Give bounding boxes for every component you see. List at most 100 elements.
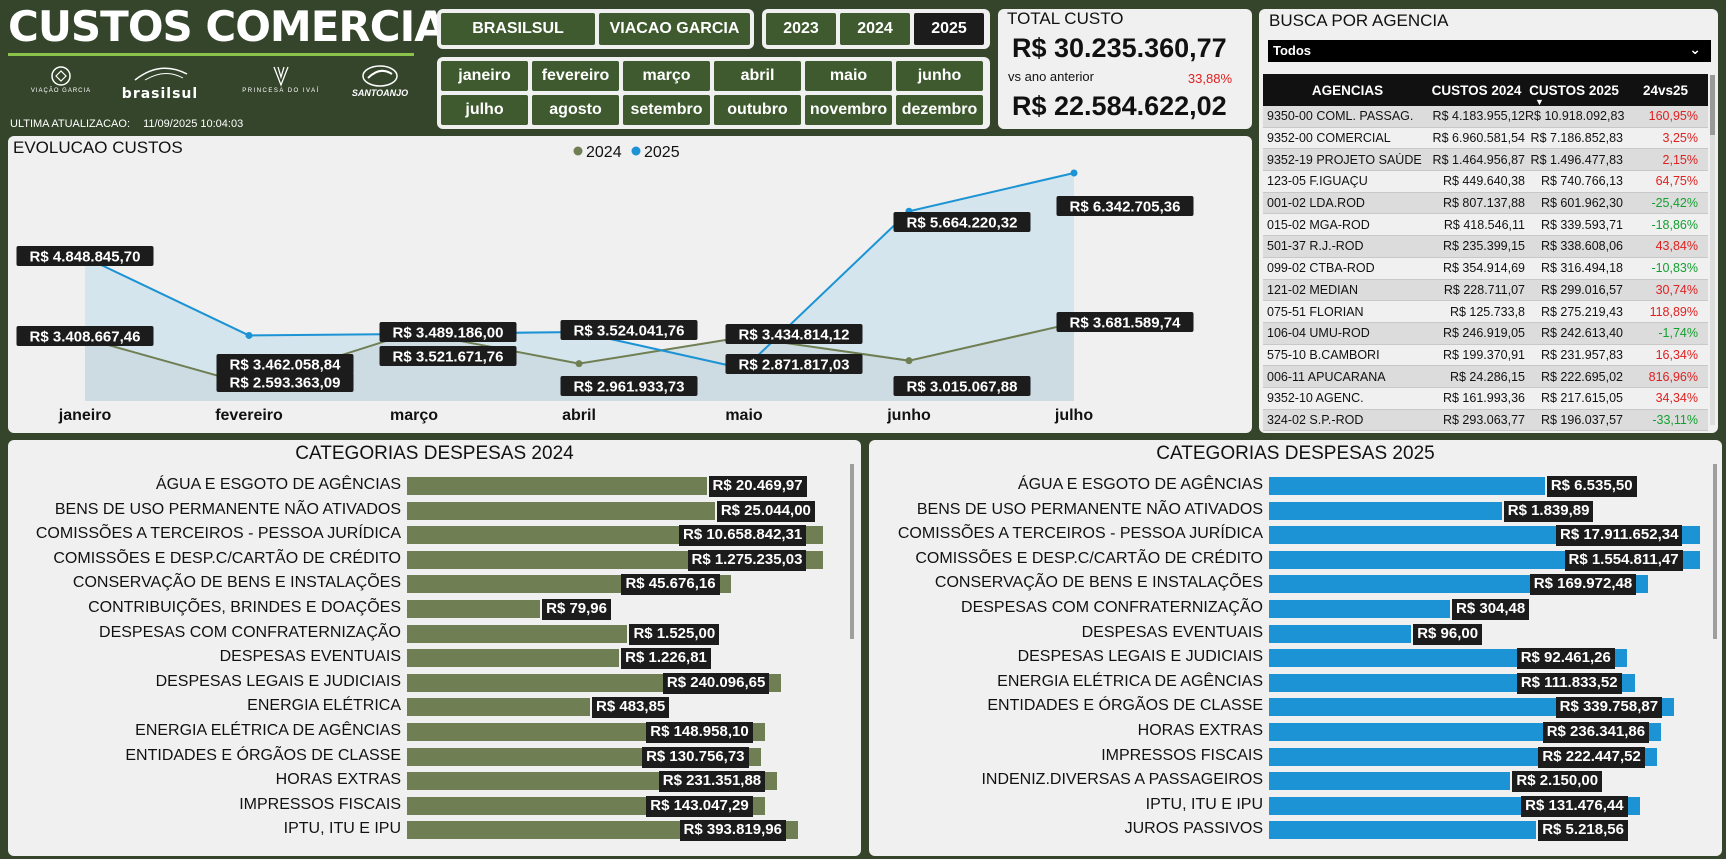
variation: 160,95% [1648, 109, 1698, 124]
category-label: DESPESAS LEGAIS E JUDICIAIS [1017, 648, 1263, 666]
month-agosto-button[interactable]: agosto [532, 95, 619, 125]
month-janeiro-button[interactable]: janeiro [441, 61, 528, 91]
bar-row[interactable]: IPTU, ITU E IPU R$ 393.819,96 [8, 820, 861, 842]
table-row[interactable]: 001-02 LDA.ROD R$ 807.137,88 R$ 601.962,30… [1263, 192, 1708, 215]
bar-row[interactable]: DESPESAS LEGAIS E JUDICIAIS R$ 240.096,65 [8, 672, 861, 694]
category-bar[interactable] [1269, 772, 1511, 791]
bar-row[interactable]: DESPESAS COM CONFRATERNIZAÇÃO R$ 1.525,00 [8, 623, 861, 645]
month-outubro-button[interactable]: outubro [714, 95, 801, 125]
table-row[interactable]: 9352-00 COMERCIAL R$ 6.960.581,54 R$ 7.186… [1263, 128, 1708, 150]
bar-row[interactable]: COMISSÕES A TERCEIROS - PESSOA JURÍDICA R… [8, 525, 861, 547]
bar-row[interactable]: HORAS EXTRAS R$ 231.351,88 [8, 771, 861, 793]
bar-row[interactable]: IMPRESSOS FISCAIS R$ 222.447,52 [869, 746, 1722, 768]
point-2025-julho[interactable] [1070, 169, 1078, 177]
category-bar[interactable] [407, 698, 591, 717]
col-custos-2025[interactable]: CUSTOS 2025 ▼ [1525, 83, 1623, 107]
bar-row[interactable]: BENS DE USO PERMANENTE NÃO ATIVADOS R$ 25… [8, 500, 861, 522]
bar-row[interactable]: ÁGUA E ESGOTO DE AGÊNCIAS R$ 6.535,50 [869, 476, 1722, 497]
year-2025-button[interactable]: 2025 [914, 13, 984, 45]
bar-row[interactable]: DESPESAS LEGAIS E JUDICIAIS R$ 92.461,26 [869, 648, 1722, 670]
category-bar[interactable] [1269, 600, 1451, 618]
evolution-panel: EVOLUCAO CUSTOS 2024 2025 R$ 4.848.845,70 R… [8, 136, 1252, 433]
table-row[interactable]: 9352-10 AGENC. R$ 161.993,36 R$ 217.615,05… [1263, 388, 1708, 410]
table-row[interactable]: 006-11 APUCARANA R$ 24.286,15 R$ 222.695,0… [1263, 366, 1708, 388]
year-2023-button[interactable]: 2023 [766, 13, 836, 45]
bar-row[interactable]: ENTIDADES E ÓRGÃOS DE CLASSE R$ 130.756,7… [8, 746, 861, 768]
table-row[interactable]: 075-51 FLORIAN R$ 125.733,8 R$ 275.219,43 1… [1263, 301, 1708, 323]
col-24vs25[interactable]: 24vs25 [1642, 82, 1689, 98]
category-bar[interactable] [407, 649, 620, 668]
month-abril-button[interactable]: abril [714, 61, 801, 91]
year-2024-button[interactable]: 2024 [840, 13, 910, 45]
bar-row[interactable]: ENERGIA ELÉTRICA R$ 483,85 [8, 697, 861, 719]
month-marco-button[interactable]: março [623, 61, 710, 91]
bar-row[interactable]: CONTRIBUIÇÕES, BRINDES E DOAÇÕES R$ 79,96 [8, 599, 861, 620]
bar-row[interactable]: CONSERVAÇÃO DE BENS E INSTALAÇÕES R$ 169.… [869, 574, 1722, 596]
category-bar[interactable] [1269, 821, 1537, 840]
bar-row[interactable]: IMPRESSOS FISCAIS R$ 143.047,29 [8, 795, 861, 817]
viacao-garcia-logo: VIAÇÃO GARCIA [26, 64, 96, 108]
month-setembro-button[interactable]: setembro [623, 95, 710, 125]
month-maio-button[interactable]: maio [805, 61, 892, 91]
category-bar[interactable] [407, 624, 628, 643]
bar-row[interactable]: DESPESAS EVENTUAIS R$ 96,00 [869, 623, 1722, 645]
category-bar[interactable] [407, 501, 715, 520]
category-bar[interactable] [1269, 624, 1412, 643]
month-dezembro-button[interactable]: dezembro [896, 95, 983, 125]
table-row[interactable]: 9350-00 COML. PASSAG. R$ 4.183.955,12 R$ 1… [1263, 106, 1708, 128]
table-row[interactable]: 099-02 CTBA-ROD R$ 354.914,69 R$ 316.494,1… [1263, 258, 1708, 280]
bar-row[interactable]: HORAS EXTRAS R$ 236.341,86 [869, 722, 1722, 743]
cost-2025: R$ 222.695,02 [1540, 369, 1623, 384]
agency-dropdown[interactable]: Todos ⌄ [1268, 40, 1711, 62]
category-bar[interactable] [1269, 501, 1502, 520]
bar-row[interactable]: DESPESAS COM CONFRATERNIZAÇÃO R$ 304,48 [869, 599, 1722, 620]
col-agencias[interactable]: AGENCIAS [1311, 82, 1384, 98]
point-2024-abril[interactable] [575, 360, 583, 368]
category-label: HORAS EXTRAS [275, 771, 401, 789]
table-scrollbar-thumb[interactable] [1710, 75, 1715, 135]
bar-row[interactable]: COMISSÕES A TERCEIROS - PESSOA JURÍDICA R… [869, 525, 1722, 547]
bar-row[interactable]: ÁGUA E ESGOTO DE AGÊNCIAS R$ 20.469,97 [8, 476, 861, 497]
table-row[interactable]: 121-02 MEDIAN R$ 228.711,07 R$ 299.016,57 3… [1263, 279, 1708, 302]
month-julho-button[interactable]: julho [441, 95, 528, 125]
table-scrollbar[interactable] [1710, 75, 1715, 425]
col-custos-2024[interactable]: CUSTOS 2024 [1431, 82, 1522, 98]
agency-panel-title: BUSCA POR AGENCIA [1269, 11, 1449, 30]
categories-2025-scrollbar[interactable] [1713, 464, 1717, 639]
category-bar[interactable] [1269, 477, 1545, 495]
bar-row[interactable]: COMISSÕES E DESP.C/CARTÃO DE CRÉDITO R$ 1… [869, 549, 1722, 571]
company-viacao-garcia-button[interactable]: VIACAO GARCIA [599, 13, 750, 45]
bar-value-label: R$ 1.275.235,03 [687, 549, 807, 571]
table-row[interactable]: 123-05 F.IGUAÇU R$ 449.640,38 R$ 740.766,1… [1263, 171, 1708, 193]
point-2025-fevereiro[interactable] [245, 331, 253, 339]
bar-row[interactable]: IPTU, ITU E IPU R$ 131.476,44 [869, 795, 1722, 817]
bar-row[interactable]: BENS DE USO PERMANENTE NÃO ATIVADOS R$ 1.… [869, 500, 1722, 522]
bar-row[interactable]: ENTIDADES E ÓRGÃOS DE CLASSE R$ 339.758,8… [869, 697, 1722, 719]
table-row[interactable]: 015-02 MGA-ROD R$ 418.546,11 R$ 339.593,71… [1263, 214, 1708, 237]
bar-row[interactable]: INDENIZ.DIVERSAS A PASSAGEIROS R$ 2.150,0… [869, 771, 1722, 793]
data-label-2024-abril: R$ 2.961.933,73 [560, 376, 698, 396]
table-row[interactable]: 106-04 UMU-ROD R$ 246.919,05 R$ 242.613,40… [1263, 322, 1708, 345]
month-junho-button[interactable]: junho [896, 61, 983, 91]
variation: -33,11% [1652, 412, 1698, 427]
table-row[interactable]: 501-37 R.J.-ROD R$ 235.399,15 R$ 338.608,0… [1263, 236, 1708, 258]
table-row[interactable]: 9352-19 PROJETO SAÚDE R$ 1.464.956,87 R$ 1… [1263, 149, 1708, 172]
company-brasilsul-button[interactable]: BRASILSUL [441, 13, 595, 45]
categories-2024-scrollbar[interactable] [850, 464, 854, 639]
point-2024-junho[interactable] [905, 357, 913, 365]
bar-row[interactable]: COMISSÕES E DESP.C/CARTÃO DE CRÉDITO R$ 1… [8, 549, 861, 571]
month-fevereiro-button[interactable]: fevereiro [532, 61, 619, 91]
bar-row[interactable]: ENERGIA ELÉTRICA DE AGÊNCIAS R$ 148.958,1… [8, 722, 861, 743]
category-bar[interactable] [407, 477, 707, 495]
bar-row[interactable]: CONSERVAÇÃO DE BENS E INSTALAÇÕES R$ 45.6… [8, 574, 861, 596]
legend-2024-marker [573, 146, 583, 156]
bar-row[interactable]: DESPESAS EVENTUAIS R$ 1.226,81 [8, 648, 861, 670]
table-row[interactable]: 324-02 S.P.-ROD R$ 293.063,77 R$ 196.037,5… [1263, 409, 1708, 432]
category-bar[interactable] [407, 600, 541, 618]
bar-row[interactable]: JUROS PASSIVOS R$ 5.218,56 [869, 820, 1722, 842]
month-novembro-button[interactable]: novembro [805, 95, 892, 125]
table-row[interactable]: 575-10 B.CAMBORI R$ 199.370,91 R$ 231.957,… [1263, 345, 1708, 367]
x-tick-fevereiro: fevereiro [215, 407, 283, 424]
bar-value-label: R$ 304,48 [1452, 599, 1530, 620]
bar-row[interactable]: ENERGIA ELÉTRICA DE AGÊNCIAS R$ 111.833,5… [869, 672, 1722, 694]
